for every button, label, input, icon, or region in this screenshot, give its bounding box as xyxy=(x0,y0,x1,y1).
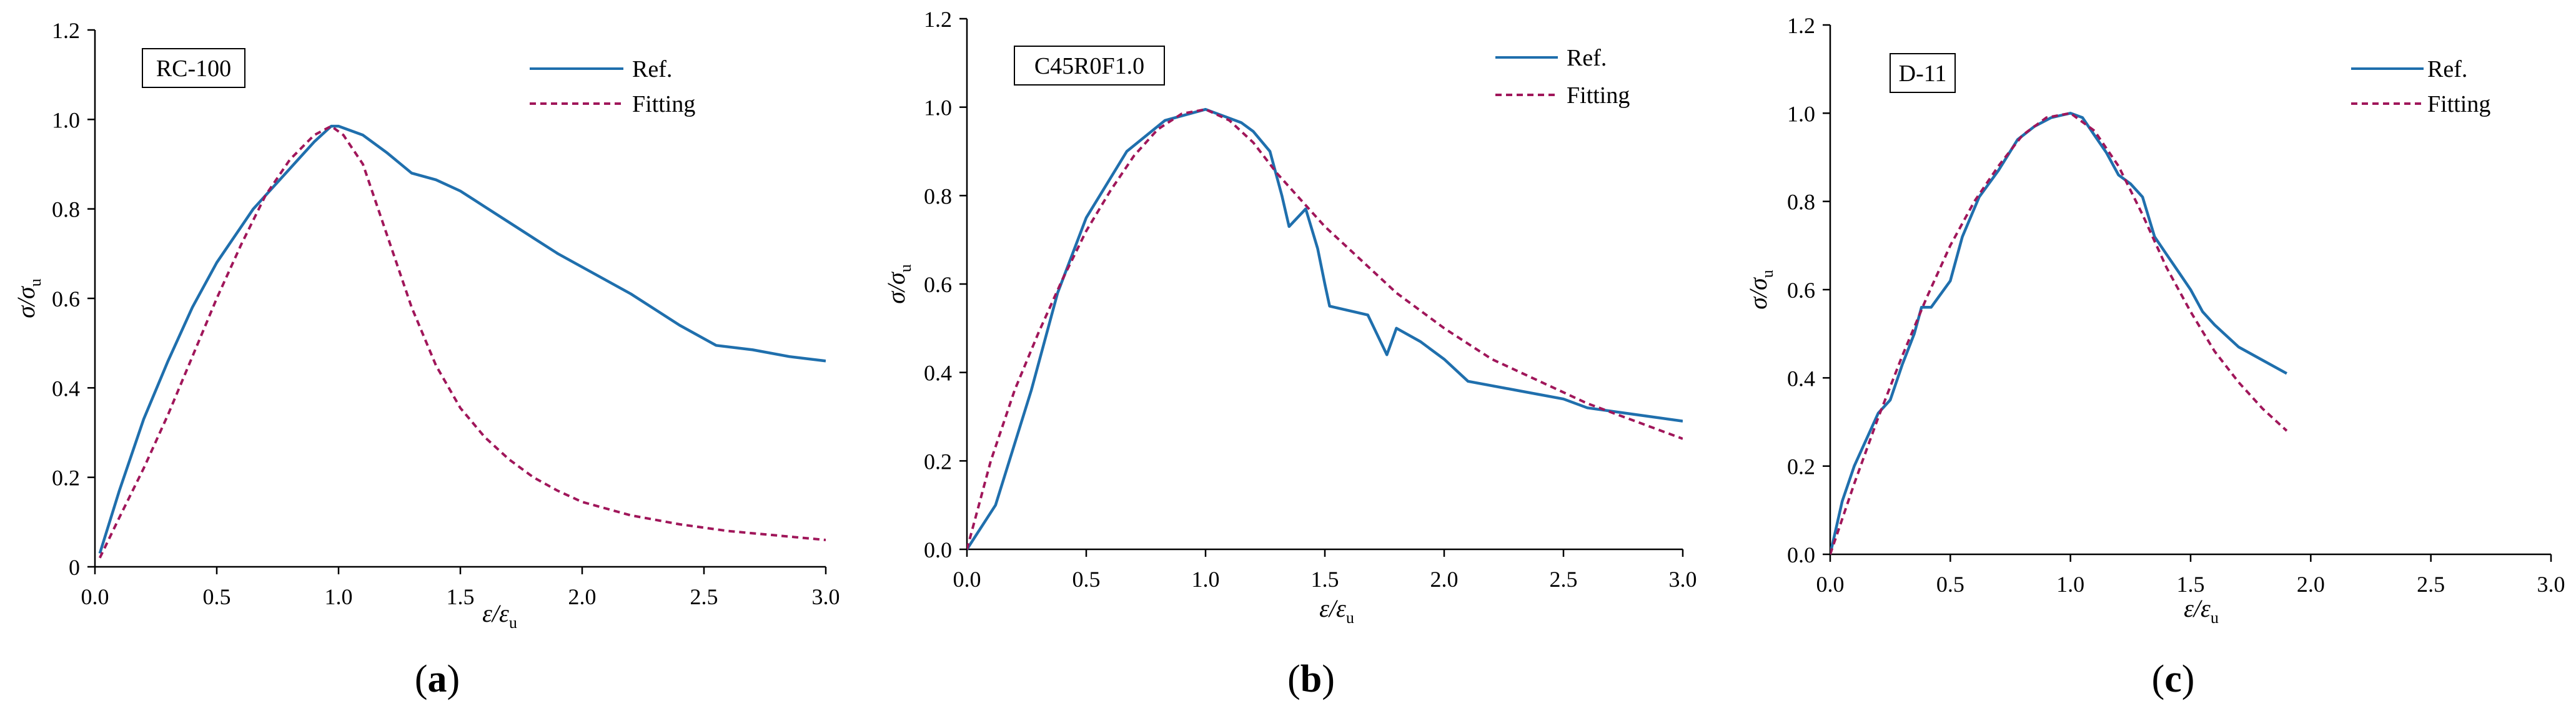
x-tick-label: 2.5 xyxy=(1550,567,1578,592)
legend-label: Ref. xyxy=(2427,56,2467,82)
y-tick-label: 0.4 xyxy=(52,376,80,401)
y-tick-label: 0.4 xyxy=(1787,366,1815,391)
series-line-fitting xyxy=(98,125,826,559)
x-tick-label: 3.0 xyxy=(812,584,840,609)
chart-panel-c: 0.0 0.5 1.0 1.5 2.0 2.5 3.0 0.0 0.2 0.4 0.6 0.8 1.0 1… xyxy=(1744,13,2565,700)
y-tick-label: 0.6 xyxy=(1787,278,1815,303)
y-tick-label: 1.2 xyxy=(52,18,80,43)
y-tick-label: 1.2 xyxy=(1787,13,1815,38)
panel-caption: (b) xyxy=(1287,658,1335,700)
x-tick-label: 0.0 xyxy=(1816,572,1845,597)
chart-panel-b: 0.0 0.5 1.0 1.5 2.0 2.5 3.0 0.0 0.2 0.4 0.6 0.8 1.0 1… xyxy=(882,7,1697,700)
y-tick-label: 1.0 xyxy=(52,107,80,132)
series-line-fitting xyxy=(967,108,1683,550)
legend-label: Fitting xyxy=(632,91,695,117)
x-tick-label: 1.0 xyxy=(325,584,353,609)
x-tick-label: 0.0 xyxy=(81,584,109,609)
y-tick-label: 0.0 xyxy=(1787,542,1815,567)
y-tick-label: 1.0 xyxy=(924,96,952,120)
y-tick-label: 0 xyxy=(69,555,80,580)
x-tick-label: 1.5 xyxy=(2177,572,2205,597)
y-tick-label: 0.2 xyxy=(924,449,952,474)
specimen-name-box xyxy=(142,48,245,88)
x-axis-label: ε/εu xyxy=(2184,594,2219,627)
x-tick-label: 1.0 xyxy=(2056,572,2084,597)
legend-label: Ref. xyxy=(1567,45,1607,71)
panel-caption: (a) xyxy=(415,658,460,700)
x-tick-label: 2.5 xyxy=(2417,572,2445,597)
specimen-name-box xyxy=(1890,53,1956,93)
x-tick-label: 0.5 xyxy=(203,584,231,609)
y-tick-label: 0.4 xyxy=(924,361,952,386)
specimen-name: C45R0F1.0 xyxy=(1034,53,1144,79)
x-tick-label: 1.0 xyxy=(1192,567,1220,592)
y-axis-label: σ/σu xyxy=(1744,270,1776,310)
x-axis-label: ε/εu xyxy=(482,599,517,632)
x-tick-label: 0.0 xyxy=(953,567,981,592)
x-tick-label: 2.5 xyxy=(690,584,718,609)
specimen-name: D-11 xyxy=(1899,61,1947,87)
x-tick-label: 2.0 xyxy=(2297,572,2325,597)
y-tick-label: 0.0 xyxy=(924,537,952,562)
y-tick-label: 0.2 xyxy=(1787,454,1815,479)
y-tick-label: 0.8 xyxy=(924,184,952,208)
x-tick-label: 0.5 xyxy=(1073,567,1101,592)
panel-caption: (c) xyxy=(2152,658,2195,700)
y-axis-label: σ/σu xyxy=(12,278,44,318)
x-tick-label: 3.0 xyxy=(1669,567,1697,592)
series-line-fitting xyxy=(1830,112,2288,555)
chart-panel-a: 0.0 0.5 1.0 1.5 2.0 2.5 3.0 0 0.2 0.4 0.6 0.8 1.0 1.2… xyxy=(12,18,840,700)
y-tick-label: 0.2 xyxy=(52,466,80,491)
y-tick-label: 1.0 xyxy=(1787,101,1815,126)
series-line-ref xyxy=(1830,112,2287,555)
x-tick-label: 3.0 xyxy=(2537,572,2565,597)
legend-label: Fitting xyxy=(1567,82,1630,109)
series-line-ref xyxy=(967,107,1683,551)
specimen-name-box xyxy=(1014,46,1165,86)
y-tick-label: 1.2 xyxy=(924,7,952,32)
legend-label: Ref. xyxy=(632,56,672,82)
x-tick-label: 1.5 xyxy=(447,584,475,609)
y-tick-label: 0.6 xyxy=(924,272,952,297)
x-tick-label: 0.5 xyxy=(1936,572,1964,597)
y-tick-label: 0.8 xyxy=(52,197,80,222)
y-axis-label: σ/σu xyxy=(882,264,914,304)
x-tick-label: 1.5 xyxy=(1311,567,1339,592)
y-tick-label: 0.8 xyxy=(1787,190,1815,215)
specimen-name: RC-100 xyxy=(156,56,231,82)
x-tick-label: 2.0 xyxy=(568,584,597,609)
x-tick-label: 2.0 xyxy=(1430,567,1459,592)
y-tick-label: 0.6 xyxy=(52,287,80,311)
series-line-ref xyxy=(98,124,826,554)
x-axis-label: ε/εu xyxy=(1319,594,1354,627)
legend-label: Fitting xyxy=(2427,91,2490,117)
